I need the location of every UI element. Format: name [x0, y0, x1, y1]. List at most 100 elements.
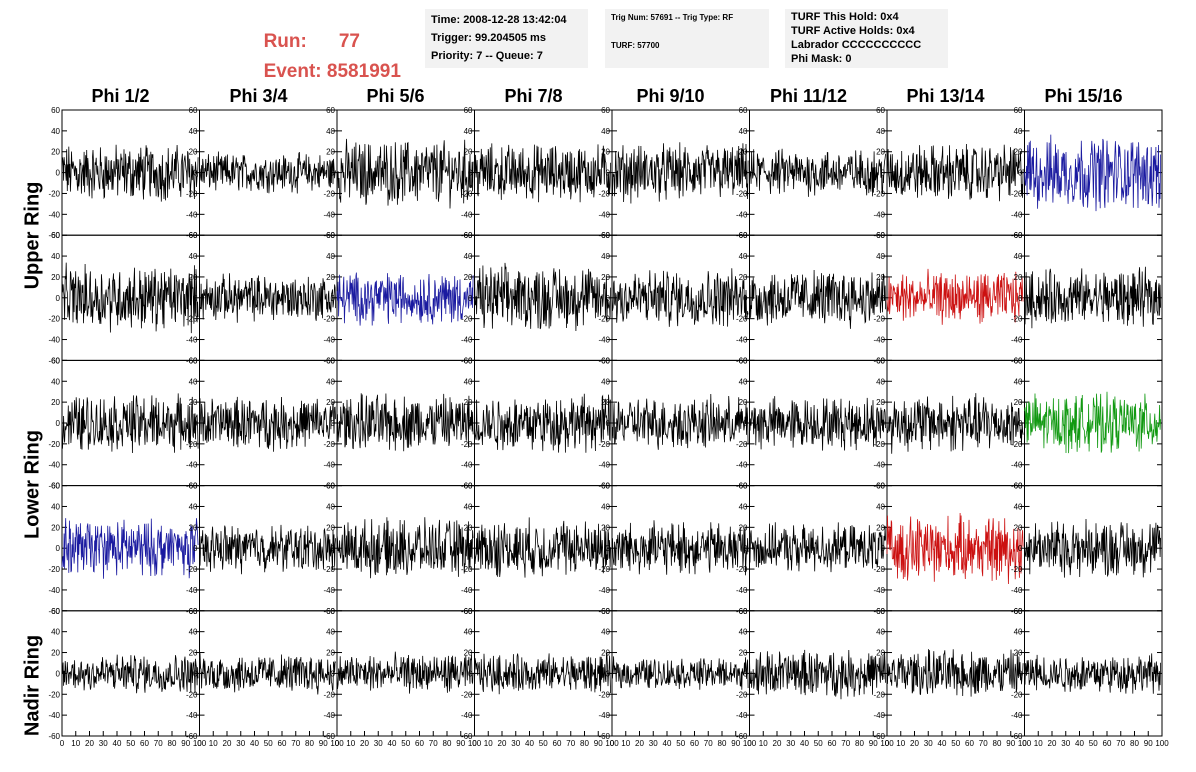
y-tick-label: -20: [598, 565, 610, 574]
x-tick-label: 10: [71, 739, 80, 748]
y-tick-label: -40: [873, 336, 885, 345]
x-tick-label: 30: [374, 739, 383, 748]
y-tick-label: -20: [598, 690, 610, 699]
y-tick-label: -20: [736, 440, 748, 449]
y-tick-label: -20: [186, 189, 198, 198]
y-tick-label: 20: [326, 649, 335, 658]
x-tick-label: 40: [1075, 739, 1084, 748]
x-tick-label: 100: [605, 739, 619, 748]
waveform-trace: [611, 142, 749, 204]
y-tick-label: 40: [1014, 628, 1023, 637]
x-tick-label: 70: [704, 739, 713, 748]
time-text: Time: 2008-12-28 13:42:04: [431, 14, 567, 26]
y-tick-label: -40: [186, 586, 198, 595]
y-tick-label: 20: [51, 398, 60, 407]
y-tick-label: 20: [189, 398, 198, 407]
waveform-trace: [1024, 518, 1161, 578]
x-tick-label: 70: [979, 739, 988, 748]
panel-frame: [749, 109, 888, 236]
y-tick-label: 20: [876, 148, 885, 157]
y-tick-label: 0: [1018, 669, 1023, 678]
waveform-trace: [336, 272, 474, 326]
y-tick-label: -60: [186, 607, 198, 616]
y-tick-label: -40: [736, 586, 748, 595]
x-tick-label: 100: [330, 739, 344, 748]
y-tick-label: 40: [1014, 377, 1023, 386]
y-tick-label: 20: [601, 148, 610, 157]
waveform-trace: [336, 138, 474, 209]
y-tick-label: 40: [51, 377, 60, 386]
y-tick-label: 0: [606, 169, 611, 178]
y-tick-label: -60: [736, 732, 748, 741]
y-tick-label: 40: [601, 502, 610, 511]
y-tick-label: 40: [51, 127, 60, 136]
y-tick-label: 0: [331, 294, 336, 303]
x-tick-label: 70: [1116, 739, 1125, 748]
y-tick-label: 40: [464, 127, 473, 136]
x-tick-label: 90: [731, 739, 740, 748]
x-tick-label: 70: [154, 739, 163, 748]
y-tick-label: -20: [598, 315, 610, 324]
y-tick-label: 0: [606, 294, 611, 303]
y-tick-label: 20: [1014, 398, 1023, 407]
y-tick-label: 60: [189, 482, 198, 491]
y-tick-label: 0: [881, 169, 886, 178]
y-tick-label: 0: [1018, 169, 1023, 178]
waveform-trace: [749, 396, 886, 451]
x-tick-label: 70: [841, 739, 850, 748]
waveform-trace: [611, 520, 749, 576]
y-tick-label: 20: [464, 398, 473, 407]
waveform-trace: [199, 273, 336, 323]
y-tick-label: 0: [56, 169, 61, 178]
x-tick-label: 0: [747, 739, 752, 748]
y-tick-label: -20: [736, 189, 748, 198]
y-tick-label: 20: [51, 523, 60, 532]
y-tick-label: 20: [876, 398, 885, 407]
y-tick-label: 60: [326, 356, 335, 365]
y-tick-label: 20: [326, 148, 335, 157]
y-tick-label: 20: [876, 523, 885, 532]
x-tick-label: 50: [264, 739, 273, 748]
y-tick-label: 0: [331, 169, 336, 178]
y-tick-label: -40: [873, 461, 885, 470]
y-tick-label: 40: [464, 377, 473, 386]
x-tick-label: 20: [1048, 739, 1057, 748]
y-tick-label: 0: [1018, 419, 1023, 428]
x-tick-label: 50: [126, 739, 135, 748]
x-tick-label: 20: [360, 739, 369, 748]
waveform-trace: [199, 396, 336, 452]
y-tick-label: 20: [876, 649, 885, 658]
x-tick-label: 0: [60, 739, 65, 748]
y-tick-label: -20: [736, 690, 748, 699]
y-tick-label: 40: [326, 502, 335, 511]
y-tick-label: -40: [461, 461, 473, 470]
y-tick-label: 40: [601, 628, 610, 637]
y-tick-label: 60: [51, 356, 60, 365]
y-tick-label: 40: [51, 628, 60, 637]
y-tick-label: 40: [876, 502, 885, 511]
y-tick-label: -40: [186, 210, 198, 219]
waveform-trace: [1024, 653, 1161, 694]
y-tick-label: 20: [189, 148, 198, 157]
y-tick-label: 40: [464, 252, 473, 261]
y-tick-label: -20: [1011, 315, 1023, 324]
y-tick-label: 0: [1018, 294, 1023, 303]
y-tick-label: -20: [1011, 565, 1023, 574]
x-tick-label: 30: [236, 739, 245, 748]
y-tick-label: -40: [873, 711, 885, 720]
y-tick-label: 60: [1014, 607, 1023, 616]
y-tick-label: 40: [51, 252, 60, 261]
y-tick-label: -40: [48, 711, 60, 720]
y-tick-label: -40: [598, 336, 610, 345]
x-tick-label: 0: [1022, 739, 1027, 748]
y-tick-label: -40: [873, 210, 885, 219]
